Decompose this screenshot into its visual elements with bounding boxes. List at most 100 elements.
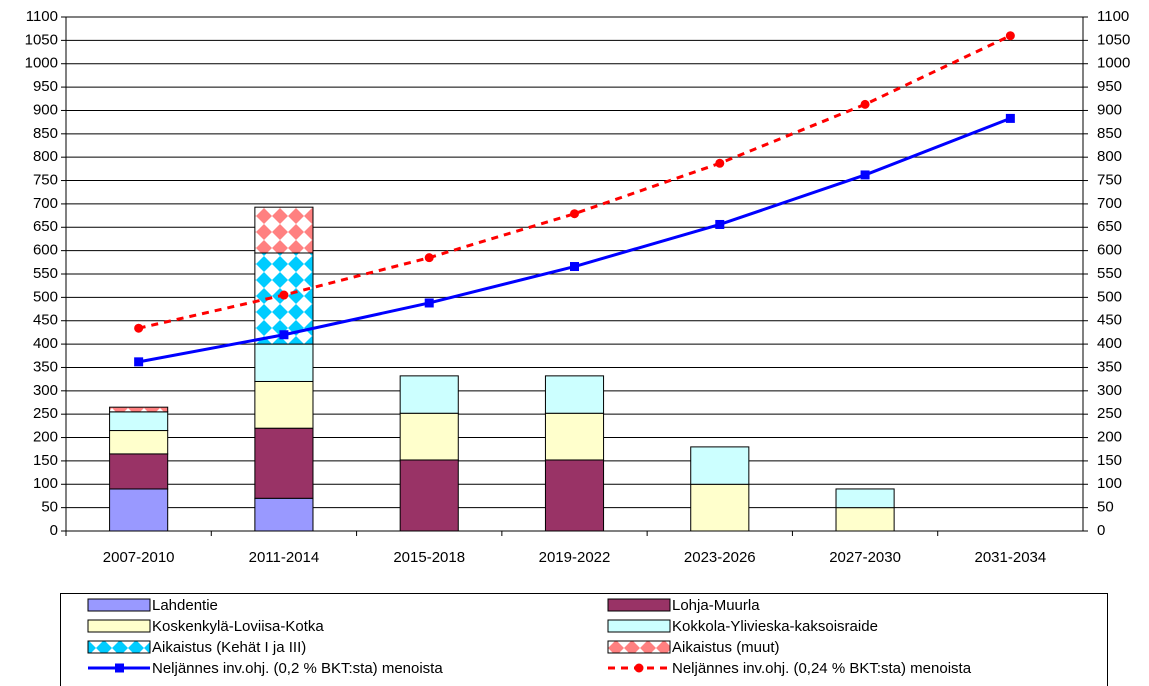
bar-segment (690, 483, 750, 532)
line-marker (279, 330, 289, 340)
y-tick-label: 800 (33, 148, 58, 165)
y-tick-label: 350 (33, 358, 58, 375)
legend-swatch (87, 640, 151, 654)
y-tick-label: 500 (33, 288, 58, 305)
legend-label: Neljännes inv.ohj. (0,2 % BKT:sta) menoi… (152, 660, 443, 677)
y2-tick-label: 100 (1097, 475, 1122, 492)
y-tick-label: 150 (33, 452, 58, 469)
y2-tick-label: 200 (1097, 429, 1122, 446)
bar-segment (399, 375, 459, 414)
line-marker (279, 290, 289, 300)
bar-segment (254, 427, 314, 499)
y2-tick-label: 750 (1097, 172, 1122, 189)
legend-item: Lohja-Muurla (607, 597, 760, 614)
legend-marker (115, 663, 124, 673)
y2-tick-label: 500 (1097, 288, 1122, 305)
y-tick-label: 0 (50, 522, 58, 539)
y-tick-label: 100 (33, 475, 58, 492)
y-tick-label: 200 (33, 429, 58, 446)
y-tick-label: 250 (33, 405, 58, 422)
y2-tick-label: 1100 (1097, 8, 1129, 25)
line-marker (715, 158, 725, 168)
legend-swatch (87, 598, 151, 612)
y-tick-label: 600 (33, 242, 58, 259)
y-tick-label: 1050 (25, 31, 58, 48)
y-tick-label: 1000 (25, 55, 58, 72)
x-tick-label: 2031-2034 (974, 549, 1046, 566)
bar-segment (399, 412, 459, 461)
y-tick-label: 700 (33, 195, 58, 212)
line-marker (860, 170, 870, 180)
y2-tick-label: 900 (1097, 101, 1122, 118)
line-marker (1005, 113, 1015, 123)
bar-segment (254, 206, 314, 254)
y2-tick-label: 150 (1097, 452, 1122, 469)
legend-item: Kokkola-Ylivieska-kaksoisraide (607, 618, 878, 635)
bar-segment (109, 406, 169, 413)
legend-label: Aikaistus (muut) (672, 639, 780, 656)
bar-segment (109, 430, 169, 455)
legend-swatch (607, 598, 671, 612)
legend-swatch (607, 640, 671, 654)
y2-tick-label: 400 (1097, 335, 1122, 352)
line-marker (134, 357, 144, 367)
y-tick-label: 50 (41, 499, 58, 516)
y-tick-label: 1100 (26, 8, 58, 25)
legend-label: Koskenkylä-Loviisa-Kotka (152, 618, 324, 635)
line-marker (570, 209, 579, 219)
y2-tick-label: 50 (1097, 499, 1114, 516)
y2-tick-label: 650 (1097, 218, 1122, 235)
y2-tick-label: 950 (1097, 78, 1122, 95)
y-tick-label: 900 (33, 101, 58, 118)
legend-label: Lohja-Muurla (672, 597, 760, 614)
y2-tick-label: 350 (1097, 358, 1122, 375)
y-tick-label: 450 (33, 312, 58, 329)
legend-label: Lahdentie (152, 597, 218, 614)
legend-item: Neljännes inv.ohj. (0,24 % BKT:sta) meno… (608, 660, 972, 677)
bar-segment (544, 459, 605, 532)
bar-segment (109, 453, 169, 490)
y2-tick-label: 0 (1097, 522, 1105, 539)
bar-segment (254, 497, 314, 532)
y-tick-label: 750 (33, 172, 58, 189)
bar-segment (835, 507, 895, 532)
y2-tick-label: 800 (1097, 148, 1122, 165)
line-marker (424, 298, 434, 308)
legend-label: Aikaistus (Kehät I ja III) (152, 639, 306, 656)
bar-segment (544, 375, 605, 414)
y-tick-label: 550 (33, 265, 58, 282)
x-tick-label: 2015-2018 (393, 549, 465, 566)
legend-swatch (607, 619, 671, 633)
line-marker (134, 323, 144, 333)
y-tick-label: 850 (33, 125, 58, 142)
y2-tick-label: 600 (1097, 242, 1122, 259)
y2-tick-label: 700 (1097, 195, 1122, 212)
x-tick-label: 2011-2014 (249, 549, 320, 566)
y-tick-label: 950 (33, 78, 58, 95)
bar-segment (109, 411, 169, 432)
legend-swatch (87, 619, 151, 633)
y2-tick-label: 1050 (1097, 31, 1130, 48)
line-marker (715, 219, 725, 229)
y2-tick-label: 450 (1097, 312, 1122, 329)
legend-label: Neljännes inv.ohj. (0,24 % BKT:sta) meno… (672, 660, 972, 677)
legend-item: Lahdentie (87, 597, 218, 614)
y2-tick-label: 250 (1097, 405, 1122, 422)
bar-segment (544, 412, 605, 461)
bar-segment (399, 459, 459, 532)
y-tick-label: 300 (33, 382, 58, 399)
x-tick-label: 2019-2022 (539, 549, 611, 566)
legend-item: Koskenkylä-Loviisa-Kotka (87, 618, 324, 635)
legend-item: Aikaistus (muut) (607, 639, 780, 656)
x-tick-label: 2007-2010 (103, 549, 175, 566)
bar-segment (254, 380, 314, 429)
line-marker (1005, 31, 1015, 41)
x-tick-label: 2027-2030 (829, 549, 901, 566)
legend-label: Kokkola-Ylivieska-kaksoisraide (672, 618, 878, 635)
legend-item: Neljännes inv.ohj. (0,2 % BKT:sta) menoi… (88, 660, 443, 677)
y-tick-label: 400 (33, 335, 58, 352)
legend-item: Aikaistus (Kehät I ja III) (87, 639, 306, 656)
line-marker (570, 262, 579, 272)
y2-tick-label: 1000 (1097, 55, 1130, 72)
